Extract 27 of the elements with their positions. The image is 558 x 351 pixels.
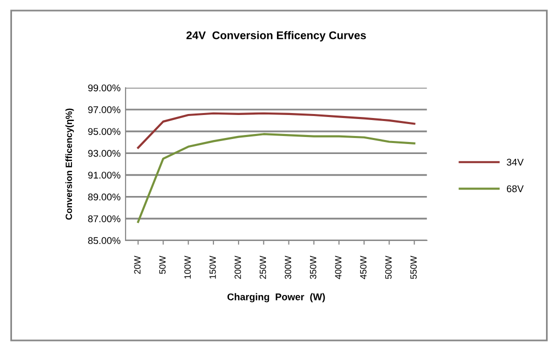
y-tick-label: 95.00% [88, 128, 120, 135]
y-tick-label: 89.00% [88, 194, 120, 200]
line-series [137, 112, 416, 149]
y-tick-label: 93.00% [88, 150, 120, 157]
x-tick-label: 400W [335, 256, 342, 280]
x-tick-label: 200W [234, 256, 241, 279]
x-tick-label: 350W [310, 256, 316, 279]
x-tick-label: 20W [134, 256, 141, 274]
y-tick-label: 99.00% [88, 84, 120, 92]
x-tick-label: 100W [184, 256, 191, 279]
x-axis-title: Charging Power (W) [227, 293, 325, 302]
x-tick-label: 150W [209, 256, 216, 279]
y-tick-label: 87.00% [88, 215, 120, 222]
y-tick-label: 97.00% [88, 106, 120, 114]
y-tick-label: 91.00% [88, 172, 120, 179]
y-axis-title: Conversion Efficency(η%) [65, 108, 74, 220]
x-tick-label: 250W [260, 256, 266, 279]
line-series [137, 133, 416, 223]
legend-label: 68V [506, 185, 524, 192]
legend-label: 34V [506, 158, 524, 166]
x-tick-label: 500W [385, 256, 392, 279]
y-tick-label: 85.00% [88, 237, 120, 244]
chart-title: 24V Conversion Efficency Curves [186, 31, 366, 42]
x-tick-label: 550W [410, 256, 417, 279]
x-tick-label: 450W [360, 256, 367, 280]
x-tick-label: 50W [159, 256, 166, 274]
x-tick-label: 300W [284, 256, 292, 279]
